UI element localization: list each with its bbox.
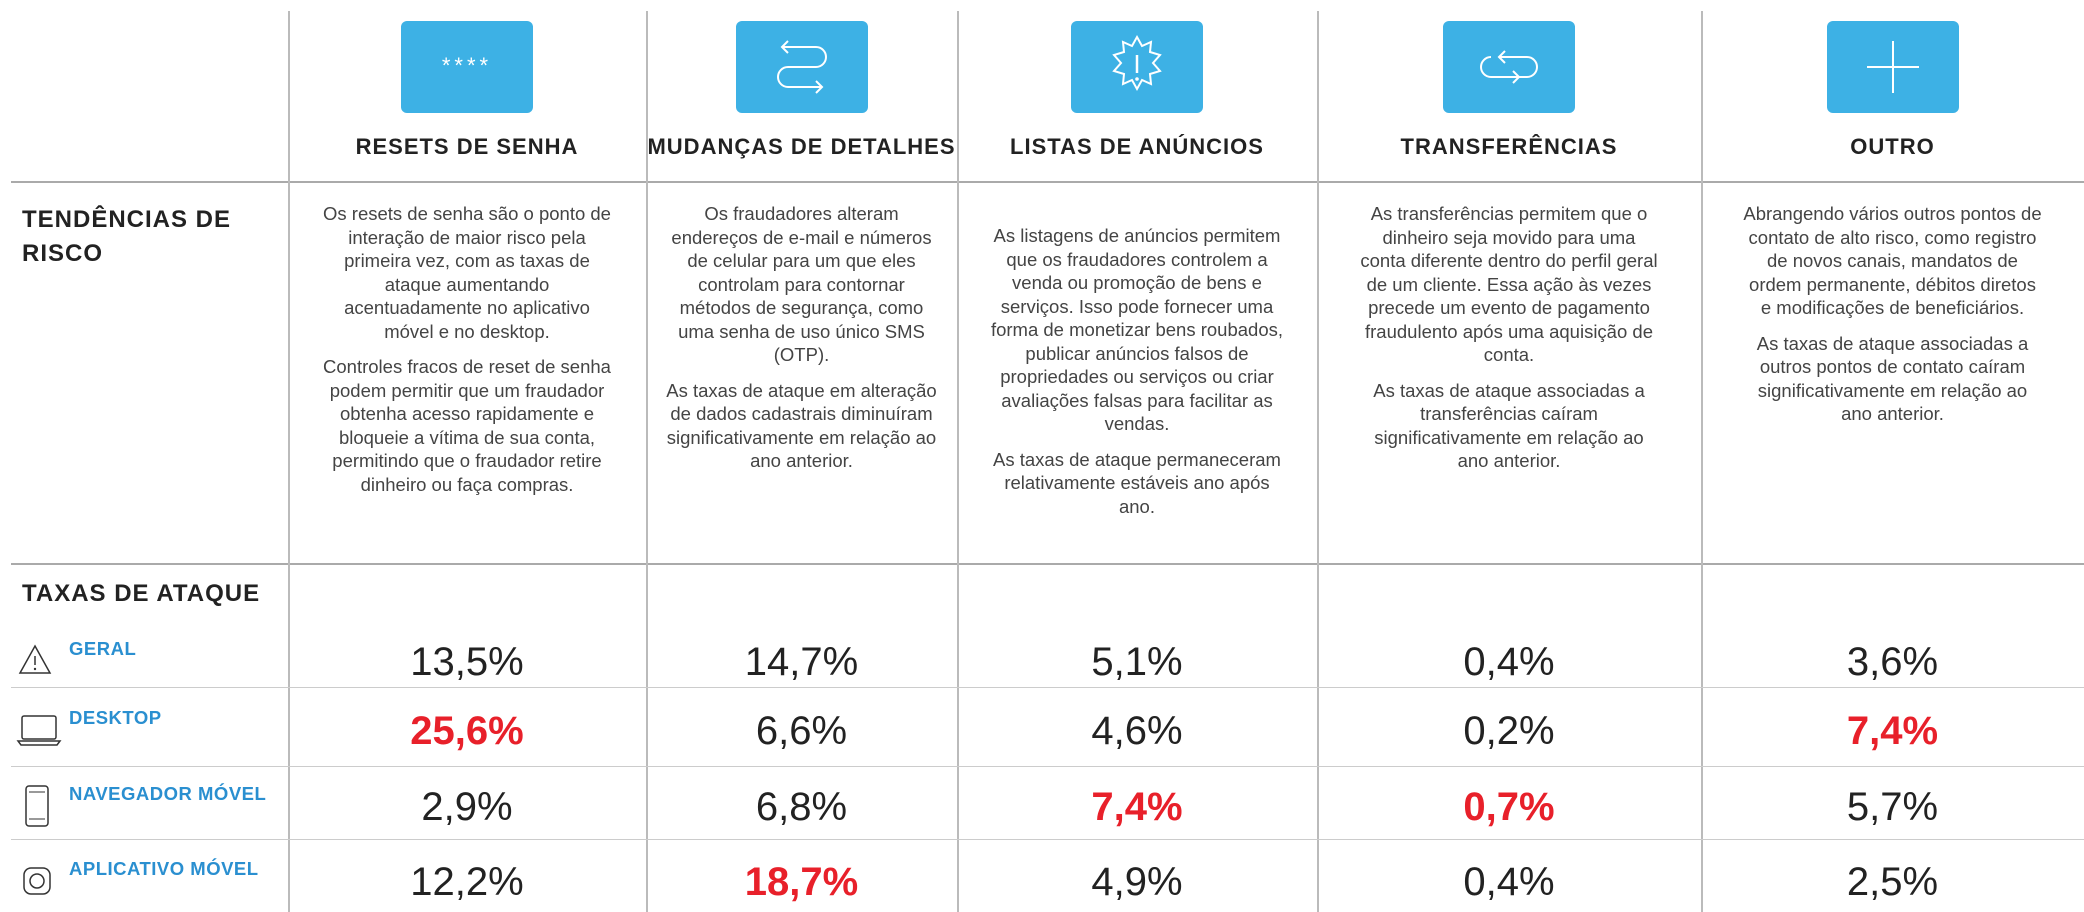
column-title: LISTAS DE ANÚNCIOS [1010,134,1264,159]
paragraph: Os resets de senha são o ponto de intera… [323,203,611,342]
column-divider [288,11,290,912]
rate-value: 5,1% [1091,640,1183,684]
paragraph: Os fraudadores alteram endereços de e-ma… [671,203,932,365]
rate-value: 18,7% [744,860,859,904]
icon-phone [25,785,49,827]
paragraph: As taxas de ataque associadas a transfer… [1373,379,1645,472]
column-icon [735,21,868,113]
risk-text: As transferências permitem que o dinheir… [1359,202,1659,485]
rate-value: 14,7% [744,640,859,684]
section-label: TENDÊNCIAS DE RISCO [22,206,232,267]
rate-value: 6,8% [755,785,848,829]
paragraph: As taxas de ataque associadas a outros p… [1756,332,2029,425]
divider [11,181,2084,183]
risk-text: Abrangendo vários outros pontos de conta… [1743,202,2043,438]
icon-label: **** [441,53,493,78]
icon-glyph [776,40,827,94]
column-icon [1071,21,1203,113]
column-icon [1826,21,1959,113]
row-label: DESKTOP [69,707,162,728]
rate-value: 2,9% [421,785,513,829]
column-divider [957,11,959,912]
rate-value: 7,4% [1091,785,1183,829]
row-divider [11,839,2084,840]
paragraph: Controles fracos de reset de senha podem… [323,356,611,495]
row-label: APLICATIVO MÓVEL [69,858,259,879]
rate-value: 2,5% [1846,860,1939,904]
icon-glyph [1866,41,1919,93]
column-divider [646,11,648,912]
rate-value: 0,4% [1463,640,1555,684]
rate-value: 0,7% [1463,785,1555,829]
risk-text: Os resets de senha são o ponto de intera… [317,202,617,508]
rate-value: 4,9% [1091,860,1183,904]
risk-text: As listagens de anúncios permitem que os… [987,224,1287,530]
rate-value: 0,4% [1463,860,1555,904]
column-icon: **** [401,21,533,113]
row-divider [11,687,2084,688]
risk-text: Os fraudadores alteram endereços de e-ma… [661,202,942,485]
row-divider [11,766,2084,767]
rate-value: 25,6% [410,709,524,753]
section-label: TAXAS DE ATAQUE [22,580,261,607]
rate-value: 7,4% [1846,709,1939,753]
rate-value: 0,2% [1463,709,1555,753]
row-label: NAVEGADOR MÓVEL [69,783,267,804]
rate-value: 3,6% [1846,640,1939,684]
paragraph: As taxas de ataque permaneceram relativa… [993,448,1281,517]
icon-glyph [1480,50,1538,84]
rate-value: 6,6% [755,709,848,753]
column-divider [1317,11,1319,912]
icon-warning [18,644,52,674]
rate-value: 5,7% [1846,785,1939,829]
column-icon [1443,21,1575,113]
rate-value: 12,2% [410,860,524,904]
paragraph: Abrangendo vários outros pontos de conta… [1743,203,2042,318]
paragraph: As listagens de anúncios permitem que os… [990,225,1284,434]
column-title: OUTRO [1850,134,1935,159]
rate-value: 13,5% [410,640,524,684]
rate-value: 4,6% [1091,709,1183,753]
icon-desktop [16,715,62,746]
paragraph: As transferências permitem que o dinheir… [1360,203,1658,365]
paragraph: As taxas de ataque em alteração de dados… [666,379,937,472]
column-divider [1701,11,1703,912]
icon-glyph [1112,34,1162,92]
row-label: GERAL [69,638,137,659]
divider [11,563,2084,565]
icon-app [23,867,51,895]
column-title: RESETS DE SENHA [355,134,579,159]
column-title: MUDANÇAS DE DETALHES [647,134,956,159]
column-title: TRANSFERÊNCIAS [1400,134,1618,159]
